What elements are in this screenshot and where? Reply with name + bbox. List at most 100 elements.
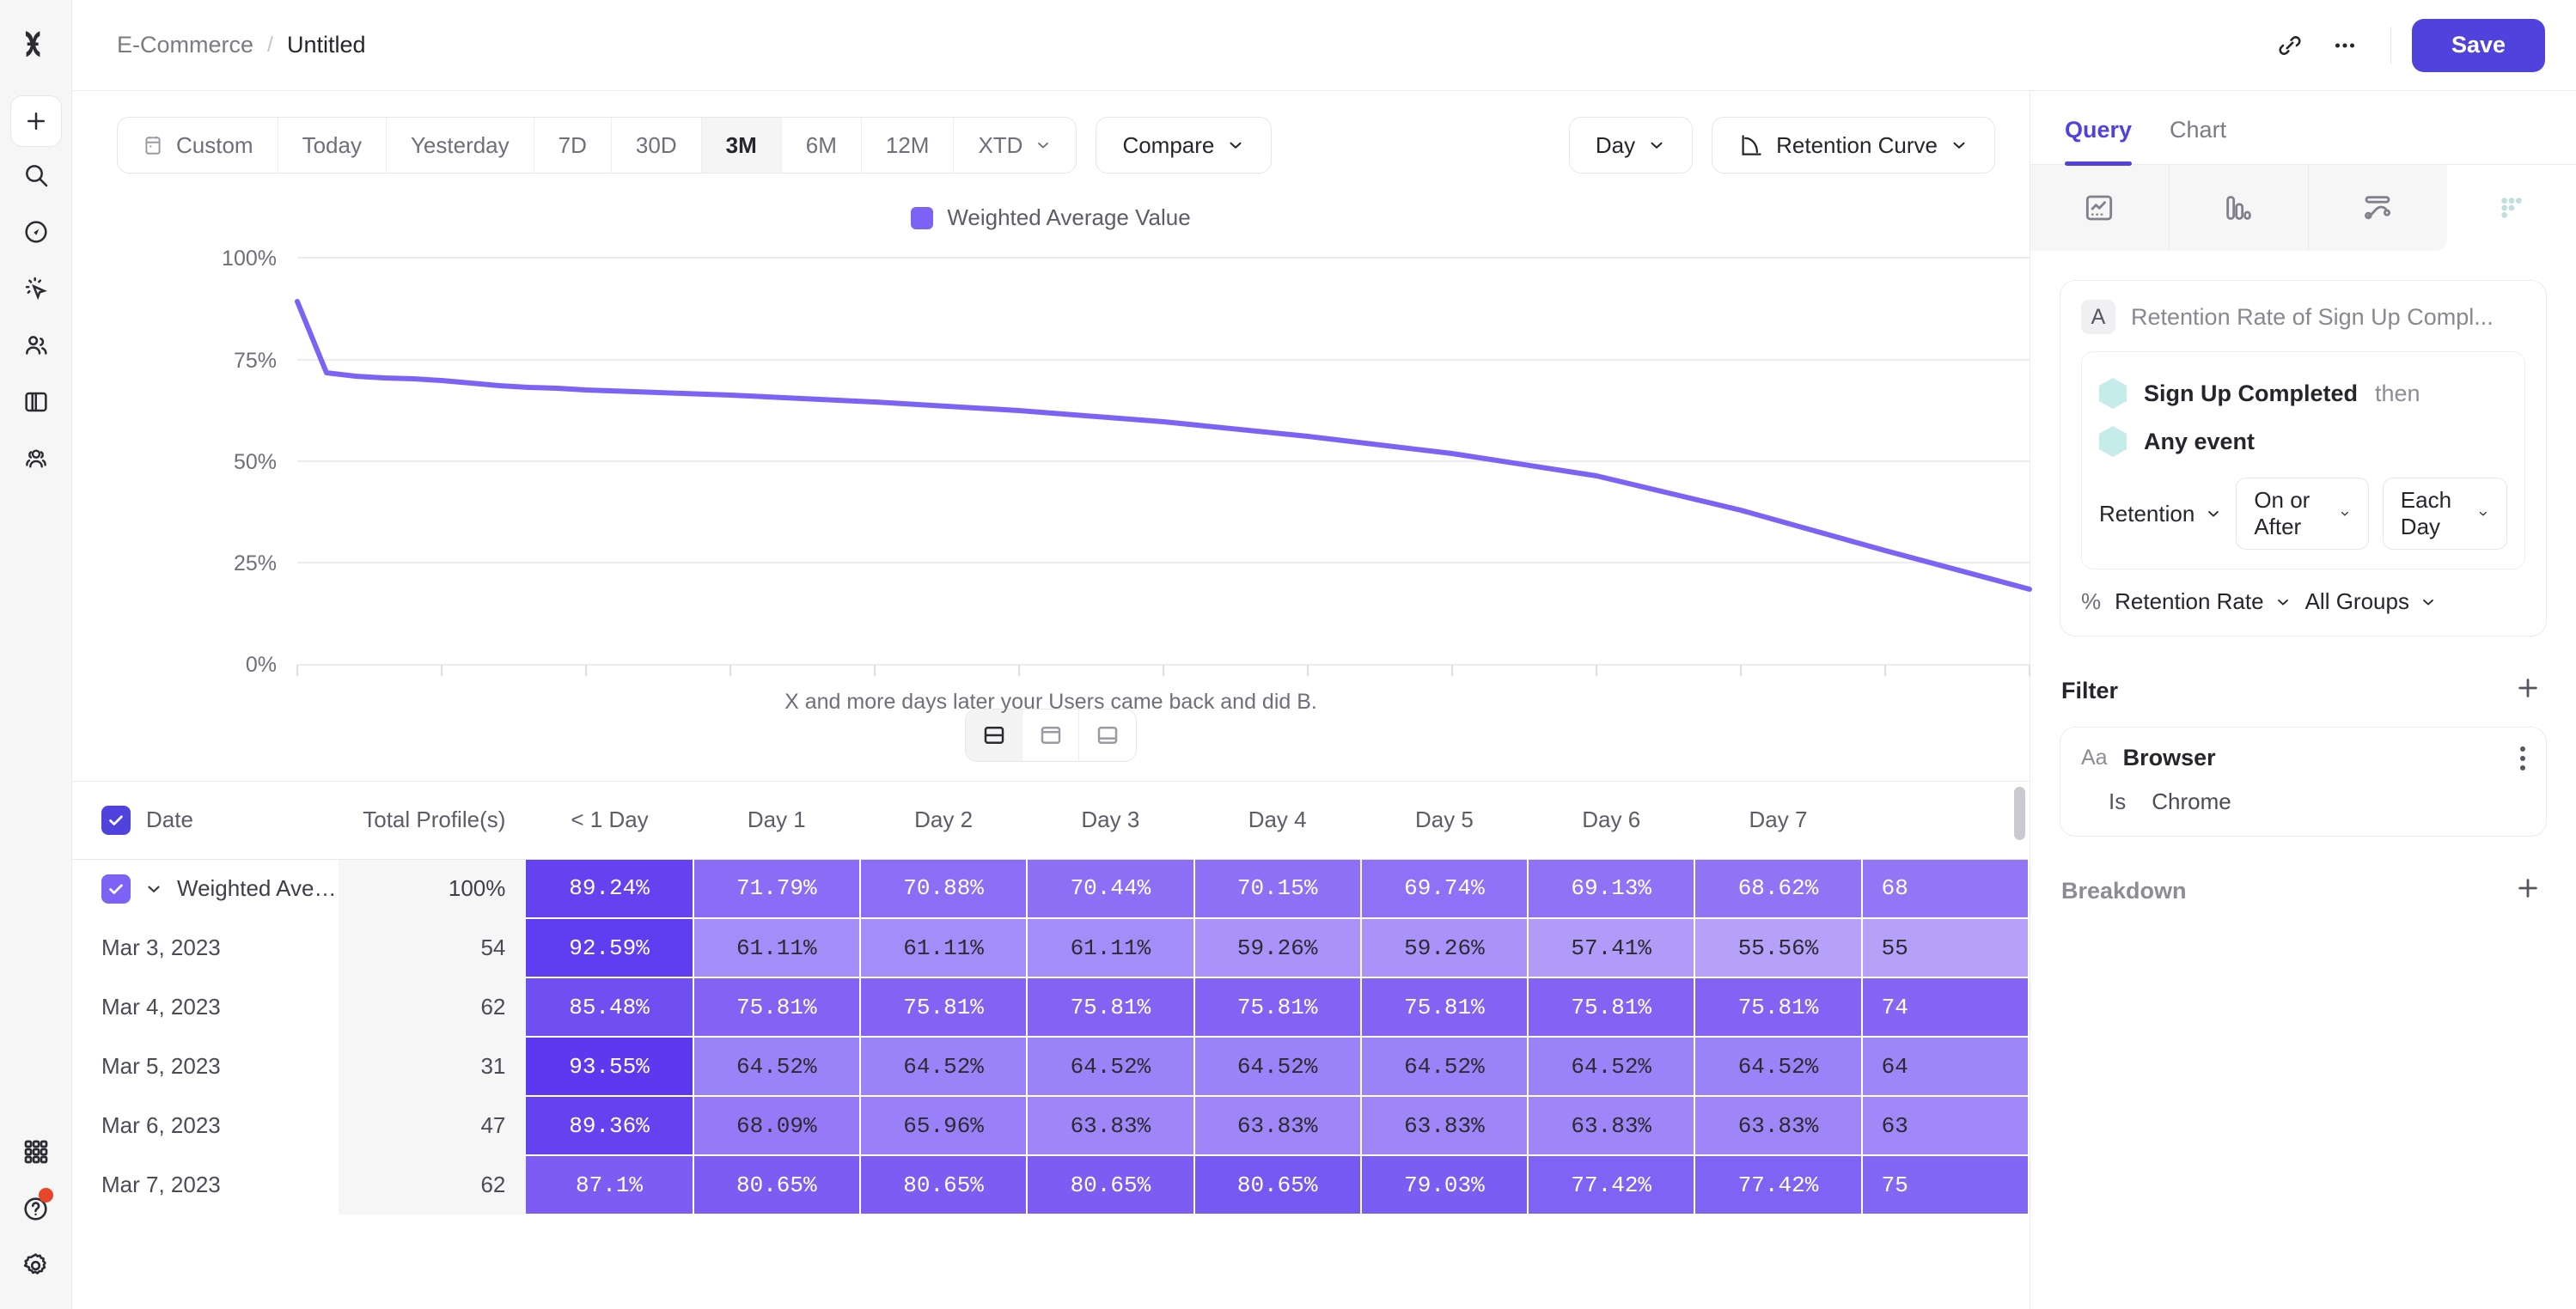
column-header-day1[interactable]: Day 1: [693, 782, 860, 859]
column-header-lt1day[interactable]: < 1 Day: [526, 782, 693, 859]
cell-day6[interactable]: 57.41%: [1528, 918, 1696, 978]
cell-day8-partial[interactable]: 55: [1861, 918, 2030, 978]
layout-chart-button[interactable]: [1022, 709, 1079, 761]
event-name[interactable]: Any event: [2144, 428, 2256, 454]
table-row[interactable]: Mar 3, 2023 54 92.59% 61.11% 61.11% 61.1…: [72, 918, 2030, 978]
cell-day3[interactable]: 63.83%: [1027, 1096, 1195, 1156]
column-header-date[interactable]: Date: [72, 782, 339, 859]
column-header-total-profiles[interactable]: Total Profile(s): [338, 782, 527, 859]
query-title[interactable]: Retention Rate of Sign Up Compl...: [2131, 303, 2494, 330]
filter-property-name[interactable]: Browser: [2122, 745, 2216, 770]
selector-retention[interactable]: Retention: [2099, 501, 2222, 527]
viz-bar-chart-button[interactable]: [2169, 165, 2309, 251]
filter-operator[interactable]: Is: [2109, 788, 2127, 814]
add-filter-button[interactable]: [2514, 674, 2542, 708]
tab-query[interactable]: Query: [2065, 117, 2133, 166]
cell-day8-partial[interactable]: 68: [1861, 858, 2030, 919]
column-header-day8-partial[interactable]: [1861, 782, 2029, 859]
cell-day7[interactable]: 75.81%: [1694, 977, 1863, 1038]
more-options-button[interactable]: [2320, 21, 2370, 70]
cell-day7[interactable]: 77.42%: [1694, 1155, 1863, 1215]
compare-button[interactable]: Compare: [1096, 117, 1273, 174]
select-all-checkbox[interactable]: [101, 805, 131, 835]
chart-type-select[interactable]: Retention Curve: [1712, 117, 1995, 174]
table-row[interactable]: Mar 6, 2023 47 89.36% 68.09% 65.96% 63.8…: [72, 1096, 2030, 1156]
event-row-primary[interactable]: Sign Up Completed then: [2099, 369, 2507, 417]
cell-day2[interactable]: 64.52%: [859, 1037, 1029, 1097]
cell-day7[interactable]: 68.62%: [1694, 858, 1863, 919]
cell-lt1day[interactable]: 87.1%: [526, 1155, 694, 1215]
cell-day4[interactable]: 75.81%: [1193, 977, 1362, 1038]
cell-day3[interactable]: 61.11%: [1027, 918, 1195, 978]
sidebar-item-cohorts[interactable]: [9, 430, 64, 487]
sidebar-item-apps[interactable]: [9, 1123, 64, 1180]
selector-metric[interactable]: Retention Rate: [2115, 588, 2291, 615]
row-label-cell[interactable]: Mar 6, 2023: [72, 1096, 339, 1155]
cell-day6[interactable]: 63.83%: [1528, 1096, 1696, 1156]
cell-day5[interactable]: 64.52%: [1360, 1037, 1529, 1097]
layout-split-button[interactable]: [966, 709, 1022, 761]
table-row[interactable]: Weighted Average ... 100% 89.24% 71.79% …: [72, 858, 2030, 919]
cell-lt1day[interactable]: 92.59%: [526, 918, 694, 978]
cell-day1[interactable]: 64.52%: [693, 1037, 861, 1097]
cell-day4[interactable]: 80.65%: [1193, 1155, 1362, 1215]
column-header-day6[interactable]: Day 6: [1528, 782, 1695, 859]
column-header-day5[interactable]: Day 5: [1360, 782, 1529, 859]
sidebar-item-add[interactable]: [9, 95, 62, 147]
cell-day2[interactable]: 70.88%: [859, 858, 1029, 919]
cell-day8-partial[interactable]: 75: [1861, 1155, 2030, 1215]
range-today[interactable]: Today: [278, 118, 387, 173]
sidebar-item-profiles[interactable]: [9, 317, 64, 374]
cell-day2[interactable]: 80.65%: [859, 1155, 1029, 1215]
cell-day2[interactable]: 75.81%: [859, 977, 1029, 1038]
table-vertical-scrollbar[interactable]: [2014, 787, 2025, 840]
table-row[interactable]: Mar 7, 2023 62 87.1% 80.65% 80.65% 80.65…: [72, 1155, 2030, 1215]
cell-day4[interactable]: 59.26%: [1193, 918, 1362, 978]
row-label-cell[interactable]: Mar 5, 2023: [72, 1037, 339, 1096]
row-expand-toggle[interactable]: [144, 880, 163, 898]
range-custom[interactable]: Custom: [118, 118, 278, 173]
table-row[interactable]: Mar 4, 2023 62 85.48% 75.81% 75.81% 75.8…: [72, 977, 2030, 1038]
retention-table-region[interactable]: Date Total Profile(s) < 1 Day Day 1 Day …: [72, 781, 2030, 1309]
row-label-cell[interactable]: Weighted Average ...: [72, 858, 339, 918]
row-checkbox[interactable]: [101, 874, 131, 904]
cell-day5[interactable]: 63.83%: [1360, 1096, 1529, 1156]
cell-day7[interactable]: 55.56%: [1694, 918, 1863, 978]
filter-value[interactable]: Chrome: [2152, 788, 2231, 814]
cell-day2[interactable]: 65.96%: [859, 1096, 1029, 1156]
cell-day5[interactable]: 69.74%: [1360, 858, 1529, 919]
cell-day3[interactable]: 64.52%: [1027, 1037, 1195, 1097]
cell-day4[interactable]: 64.52%: [1193, 1037, 1362, 1097]
sidebar-item-boards[interactable]: [9, 374, 64, 430]
add-breakdown-button[interactable]: [2514, 874, 2542, 908]
column-header-day2[interactable]: Day 2: [859, 782, 1028, 859]
cell-day5[interactable]: 75.81%: [1360, 977, 1529, 1038]
row-label-cell[interactable]: Mar 3, 2023: [72, 918, 339, 977]
cell-day2[interactable]: 61.11%: [859, 918, 1029, 978]
breadcrumb-current[interactable]: Untitled: [286, 32, 366, 58]
cell-lt1day[interactable]: 93.55%: [526, 1037, 694, 1097]
selector-groups[interactable]: All Groups: [2305, 588, 2437, 615]
cell-day4[interactable]: 63.83%: [1193, 1096, 1362, 1156]
selector-on-or-after[interactable]: On or After: [2236, 478, 2369, 550]
event-row-secondary[interactable]: Any event: [2099, 417, 2507, 466]
cell-day1[interactable]: 61.11%: [693, 918, 861, 978]
column-header-day4[interactable]: Day 4: [1193, 782, 1361, 859]
cell-day6[interactable]: 77.42%: [1528, 1155, 1696, 1215]
viz-retention-flow-button[interactable]: [2308, 165, 2448, 251]
save-button[interactable]: Save: [2411, 18, 2545, 72]
sidebar-item-explore[interactable]: [9, 204, 64, 260]
legend-label[interactable]: Weighted Average Value: [947, 204, 1191, 230]
layout-table-button[interactable]: [1079, 709, 1136, 761]
range-yesterday[interactable]: Yesterday: [387, 118, 534, 173]
sidebar-item-settings[interactable]: [9, 1237, 64, 1294]
cell-day6[interactable]: 64.52%: [1528, 1037, 1696, 1097]
app-logo[interactable]: [0, 0, 71, 90]
granularity-select[interactable]: Day: [1568, 117, 1694, 174]
range-xtd[interactable]: XTD: [954, 118, 1076, 173]
cell-day8-partial[interactable]: 64: [1861, 1037, 2030, 1097]
viz-more-button[interactable]: [2447, 165, 2576, 251]
sidebar-item-events[interactable]: [9, 260, 64, 317]
cell-lt1day[interactable]: 85.48%: [526, 977, 694, 1038]
sidebar-item-search[interactable]: [9, 147, 64, 204]
